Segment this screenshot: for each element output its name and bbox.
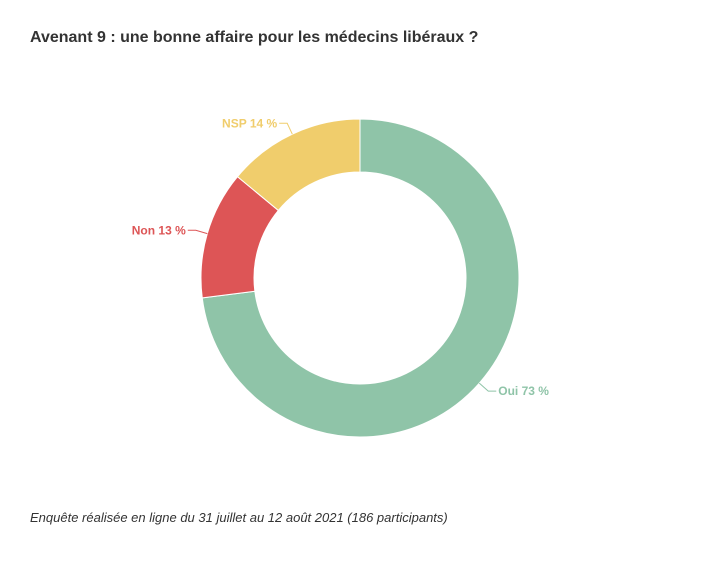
donut-slices (200, 118, 520, 438)
slice-label-oui: Oui 73 % (498, 384, 549, 398)
donut-slice-nsp (236, 118, 361, 212)
slice-label-nsp: NSP 14 % (222, 116, 277, 130)
slice-label-non: Non 13 % (132, 223, 186, 237)
label-connectors (187, 122, 497, 392)
connector-non (187, 229, 208, 235)
chart-title: Avenant 9 : une bonne affaire pour les m… (30, 29, 479, 46)
slice-labels: Oui 73 % Non 13 % NSP 14 % (132, 116, 550, 398)
connector-oui (478, 382, 497, 392)
connector-nsp (279, 122, 293, 135)
survey-footnote: Enquête réalisée en ligne du 31 juillet … (30, 510, 448, 525)
donut-slice-oui (201, 118, 520, 438)
